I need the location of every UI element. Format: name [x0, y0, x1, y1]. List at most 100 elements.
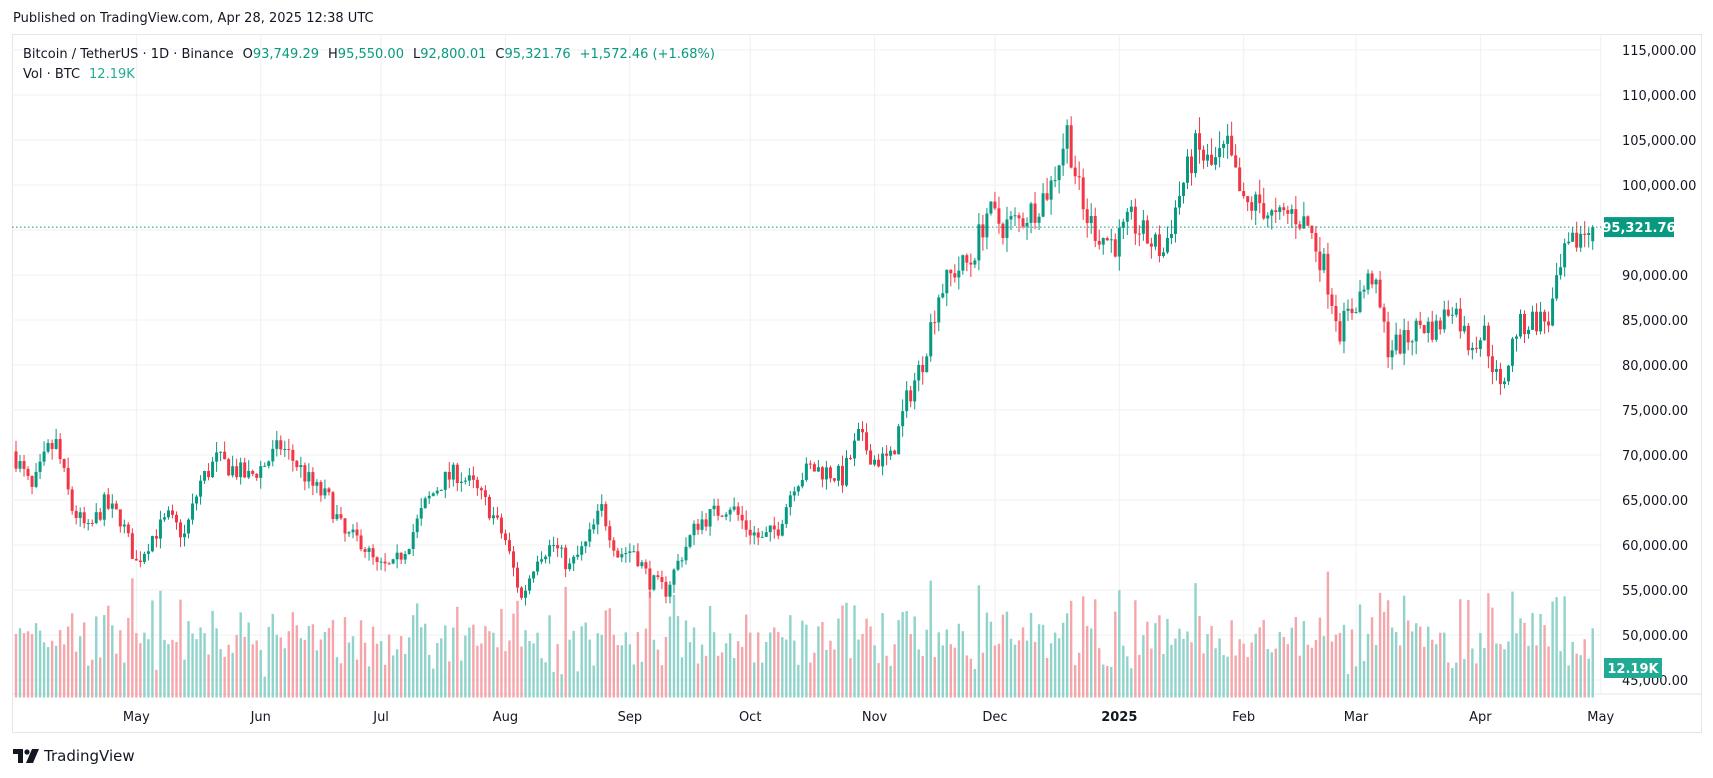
candle-body — [800, 480, 804, 487]
volume-bar — [1142, 635, 1145, 698]
candle-body — [1523, 313, 1527, 335]
price-chart[interactable]: 115,000.00 110,000.00 105,000.00 100,000.00… — [12, 34, 1702, 733]
volume-bar — [54, 645, 58, 698]
volume-bar — [1226, 656, 1229, 698]
candle-body — [600, 504, 604, 511]
volume-bar — [716, 655, 720, 698]
candle-body — [1021, 218, 1025, 227]
volume-bar — [363, 642, 367, 698]
candle-body — [187, 519, 191, 534]
candle-body — [532, 571, 536, 579]
candle-body — [752, 532, 756, 536]
candle-body — [901, 411, 905, 427]
volume-bar — [279, 637, 282, 698]
candle-body — [893, 450, 897, 455]
volume-bar — [468, 627, 471, 698]
candle-body — [1382, 307, 1386, 322]
candle-body — [516, 567, 519, 588]
volume-bar — [91, 659, 94, 698]
tradingview-brand: TradingView — [44, 747, 135, 765]
axis-badges: 95,321.76 12.19K — [1602, 217, 1676, 678]
volume-bar — [628, 644, 632, 698]
volume-bar — [34, 623, 38, 698]
volume-bar — [781, 637, 784, 698]
candle-body — [1105, 238, 1109, 241]
candle-body — [1274, 210, 1278, 213]
tradingview-logo[interactable]: TradingView — [13, 747, 135, 765]
volume-bar — [452, 627, 455, 698]
candle-body — [50, 443, 54, 449]
legend-volume-label[interactable]: Vol · BTC — [23, 67, 81, 82]
last-volume-badge-label: 12.19K — [1607, 662, 1659, 677]
volume-bar — [1102, 664, 1105, 698]
volume-bar — [544, 662, 547, 698]
volume-bar — [893, 644, 896, 698]
volume-bar — [1507, 641, 1510, 698]
candle-body — [166, 510, 170, 518]
volume-bar — [656, 649, 660, 698]
price-tick-label: 70,000.00 — [1622, 449, 1688, 464]
volume-bar — [1037, 624, 1041, 698]
candle-body — [455, 464, 459, 483]
volume-bar — [1126, 656, 1129, 698]
volume-bar — [660, 665, 664, 698]
candle-body — [921, 364, 925, 373]
candle-body — [86, 522, 90, 524]
candle-body — [94, 512, 98, 524]
candle-body — [419, 508, 423, 519]
candle-body — [684, 546, 688, 561]
candle-body — [552, 545, 556, 547]
volume-bar — [267, 626, 270, 698]
candle-body — [824, 467, 828, 480]
candle-body — [556, 545, 560, 549]
candle-body — [174, 514, 178, 523]
candle-body — [748, 529, 752, 536]
volume-bar — [14, 633, 18, 698]
candle-body — [499, 517, 503, 534]
candle-body — [596, 510, 600, 525]
volume-bar — [283, 648, 287, 698]
candle-body — [560, 547, 564, 549]
volume-bar — [448, 661, 451, 698]
volume-bar — [191, 633, 194, 698]
volume-bar — [26, 631, 30, 698]
volume-bar — [255, 640, 258, 698]
candle-body — [311, 472, 315, 486]
legend-symbol[interactable]: Bitcoin / TetherUS · 1D · Binance — [23, 47, 234, 62]
volume-bar — [83, 622, 86, 698]
candle-body — [287, 449, 291, 451]
volume-bar — [724, 643, 728, 698]
candle-body — [857, 429, 861, 441]
candle-body — [1438, 320, 1442, 330]
volume-bar — [1439, 632, 1442, 698]
candle-body — [1434, 320, 1438, 340]
volume-bar — [1218, 638, 1221, 698]
volume-bar — [456, 606, 459, 698]
price-tick-label: 110,000.00 — [1622, 89, 1696, 104]
candle-body — [1121, 221, 1125, 228]
volume-bar — [1358, 604, 1362, 698]
volume-bar — [1049, 643, 1053, 698]
volume-bar — [1170, 644, 1173, 698]
candle-body — [676, 560, 680, 570]
volume-bar — [131, 578, 134, 698]
candle-body — [1579, 233, 1583, 248]
volume-bar — [339, 663, 343, 698]
volume-bar — [1138, 654, 1141, 698]
volume-bar — [548, 615, 551, 698]
candle-body — [411, 532, 415, 549]
candle-body — [1519, 313, 1522, 337]
volume-bar — [115, 653, 118, 698]
volume-bar — [793, 640, 796, 698]
volume-bar — [516, 600, 519, 698]
volume-bar — [1390, 627, 1394, 698]
volume-bar — [821, 622, 824, 698]
volume-bar — [632, 664, 636, 698]
candle-body — [1510, 338, 1514, 366]
volume-bar — [1021, 627, 1025, 698]
candle-body — [909, 390, 913, 402]
candle-body — [937, 297, 941, 323]
candle-body — [784, 507, 788, 524]
candle-body — [70, 489, 74, 511]
candle-body — [98, 512, 102, 520]
